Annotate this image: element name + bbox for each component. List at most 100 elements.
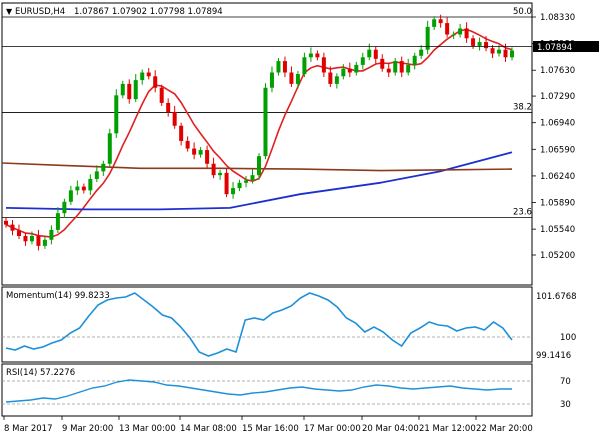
candle-body (101, 163, 106, 172)
price-tick-label: 1.06940 (540, 119, 575, 129)
candle-body (302, 57, 307, 75)
candle-body (367, 49, 372, 58)
candle-body (159, 87, 164, 103)
candle-body (295, 74, 300, 84)
fib-level-label: 38.2 (513, 102, 532, 112)
candle-body (315, 53, 320, 58)
price-tick-label: 1.08330 (540, 13, 575, 23)
candle-body (166, 102, 171, 113)
candle-body (419, 49, 424, 56)
candle-body (451, 34, 456, 36)
candle-body (114, 95, 119, 134)
candle-body (10, 224, 15, 231)
candle-body (464, 28, 469, 39)
header-arrow[interactable]: ▼ (6, 7, 13, 16)
candle-body (192, 148, 197, 155)
candle-body (393, 61, 398, 73)
time-axis: 8 Mar 2017 9 Mar 20:00 13 Mar 00:00 14 Mar … (3, 416, 533, 434)
candle-body (503, 49, 508, 58)
candle-body (172, 112, 177, 126)
candle-body (218, 172, 223, 176)
candle-body (107, 133, 112, 164)
price-tick-label: 1.07630 (540, 66, 575, 76)
candle-body (425, 26, 430, 50)
candle-body (75, 186, 80, 191)
candle-body (62, 201, 67, 214)
candle-body (458, 28, 463, 35)
symbol-label: EURUSD,H4 (15, 7, 65, 17)
candle-body (244, 180, 249, 183)
rsi-label: RSI(14) 57.2276 (6, 368, 75, 378)
candle-body (308, 53, 313, 58)
candle-body (471, 38, 476, 46)
candle-body (205, 150, 210, 164)
candle-body (328, 72, 333, 84)
current-price-label: 1.07894 (537, 43, 572, 53)
candle-body (29, 235, 34, 242)
price-tick-label: 1.07290 (540, 92, 575, 102)
candle-body (406, 64, 411, 73)
candle-body (120, 83, 125, 96)
candle-body (231, 188, 236, 195)
candle-body (412, 55, 417, 65)
time-tick-label: 20 Mar 04:00 (362, 424, 419, 434)
candle-body (399, 61, 404, 73)
candle-body (94, 171, 99, 179)
candle-body (334, 76, 339, 84)
candle-body (497, 49, 502, 54)
ohlc-values: 1.07867 1.07902 1.07798 1.07894 (74, 7, 223, 17)
candle-body (211, 163, 216, 176)
candle-body (16, 230, 21, 236)
candle-body (140, 72, 145, 81)
candle-body (282, 61, 287, 73)
time-tick-label: 14 Mar 08:00 (180, 424, 237, 434)
time-tick-label: 13 Mar 00:00 (119, 424, 176, 434)
candle-body (146, 72, 151, 77)
rsi-line (5, 379, 512, 403)
momentum-tick-high: 101.6768 (536, 292, 577, 302)
candle-body (49, 229, 54, 240)
candle-body (257, 156, 261, 176)
momentum-tick-low: 99.1416 (536, 351, 571, 361)
time-tick-label: 21 Mar 12:00 (419, 424, 476, 434)
candle-body (360, 57, 365, 65)
candle-body (179, 125, 184, 141)
candle-body (510, 50, 514, 58)
fibonacci-levels: 50.0 38.2 23.6 (2, 7, 532, 218)
candle-body (133, 80, 138, 100)
candle-body (373, 49, 378, 59)
sma-mid-line (5, 151, 513, 211)
fib-level-label: 50.0 (513, 7, 532, 17)
momentum-label: Momentum(14) 99.8233 (6, 291, 110, 301)
candle-body (276, 61, 281, 73)
candle-body (36, 235, 41, 246)
candle-body (354, 64, 359, 73)
price-tick-label: 1.05200 (540, 251, 575, 261)
price-tick-label: 1.05540 (540, 225, 575, 235)
candle-body (347, 68, 352, 73)
candlesticks (4, 14, 514, 251)
candle-body (127, 83, 132, 100)
candle-body (4, 220, 8, 225)
momentum-line (5, 292, 513, 357)
candle-body (224, 172, 229, 195)
candle-body (153, 76, 158, 88)
candle-body (250, 175, 255, 181)
candle-body (386, 68, 391, 73)
candle-body (321, 57, 326, 73)
candle-body (445, 23, 450, 35)
candle-body (484, 42, 489, 49)
momentum-tick-100: 100 (560, 333, 576, 343)
candle-body (269, 72, 274, 88)
time-tick-label: 22 Mar 20:00 (476, 424, 533, 434)
rsi-pane[interactable] (1, 363, 533, 417)
candle-body (289, 72, 294, 84)
candle-body (68, 190, 73, 202)
candle-body (432, 19, 437, 27)
candle-body (490, 48, 495, 54)
candle-body (341, 68, 346, 77)
candle-body (185, 140, 190, 149)
rsi-tick-70: 70 (560, 377, 571, 387)
momentum-pane[interactable] (1, 286, 533, 363)
